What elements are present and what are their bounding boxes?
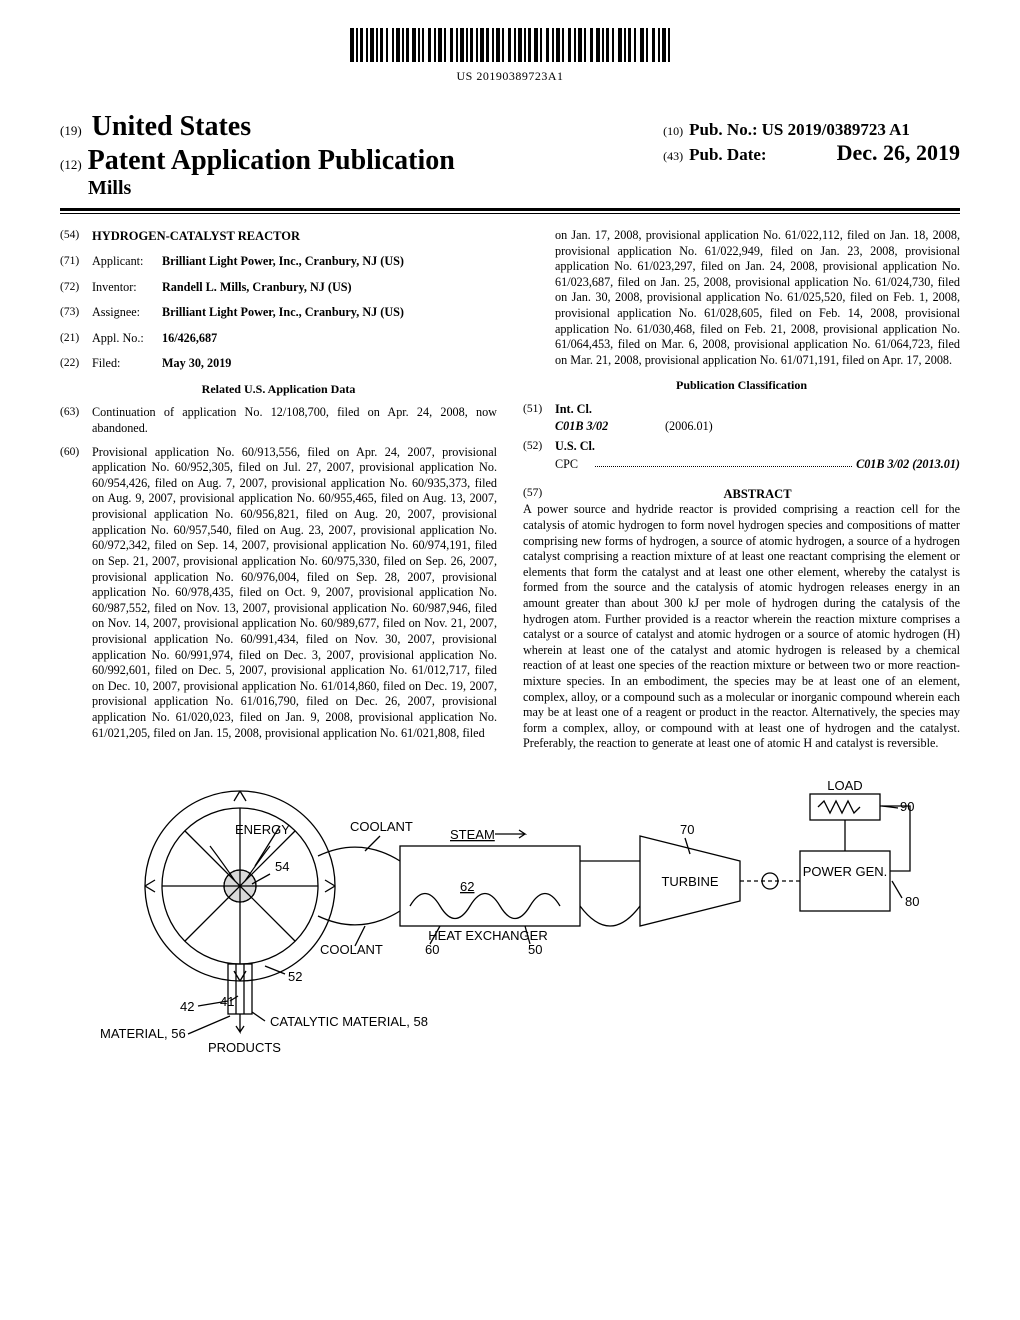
invention-title: HYDROGEN-CATALYST REACTOR [92,228,497,244]
svg-text:52: 52 [288,969,302,984]
svg-text:80: 80 [905,894,919,909]
svg-text:POWER GEN.: POWER GEN. [803,864,888,879]
title-code: (54) [60,228,92,244]
svg-text:ENERGY: ENERGY [235,822,290,837]
svg-text:CATALYTIC MATERIAL, 58: CATALYTIC MATERIAL, 58 [270,1014,428,1029]
abstract-text: A power source and hydride reactor is pr… [523,502,960,752]
inventor-row: (72) Inventor: Randell L. Mills, Cranbur… [60,280,497,296]
svg-text:62: 62 [460,879,474,894]
pub-date-label: Pub. Date: [689,145,766,165]
pub-no-label: Pub. No.: [689,120,757,140]
applicant-row: (71) Applicant: Brilliant Light Power, I… [60,254,497,270]
cpc-row: CPC C01B 3/02 (2013.01) [555,457,960,473]
svg-text:HEAT EXCHANGER: HEAT EXCHANGER [428,928,547,943]
classification-header: Publication Classification [523,378,960,393]
pub-date-code: (43) [663,149,683,164]
us-cl-row: (52) U.S. Cl. [523,439,960,455]
barcode-area: US 20190389723A1 [60,28,960,84]
rule-thick [60,208,960,211]
int-cl-row: (51) Int. Cl. [523,402,960,418]
pub-no-value: US 2019/0389723 A1 [762,120,910,140]
body-columns: (54) HYDROGEN-CATALYST REACTOR (71) Appl… [60,228,960,752]
svg-text:90: 90 [900,799,914,814]
svg-text:COOLANT: COOLANT [320,942,383,957]
abstract-header: ABSTRACT [555,486,960,502]
svg-text:60: 60 [425,942,439,957]
continuation-block: (63) Continuation of application No. 12/… [60,405,497,436]
pub-type-code: (12) [60,157,82,173]
int-cl-value: C01B 3/02 (2006.01) [555,419,960,435]
provisional-continuation: on Jan. 17, 2008, provisional applicatio… [523,228,960,368]
svg-text:TURBINE: TURBINE [661,874,718,889]
country-code: (19) [60,123,82,138]
svg-text:STEAM: STEAM [450,827,495,842]
pub-no-code: (10) [663,124,683,139]
svg-text:LOAD: LOAD [827,778,862,793]
svg-text:MATERIAL, 56: MATERIAL, 56 [100,1026,186,1041]
invention-title-row: (54) HYDROGEN-CATALYST REACTOR [60,228,497,244]
pub-date-value: Dec. 26, 2019 [837,140,960,166]
barcode-number: US 20190389723A1 [60,69,960,84]
left-column: (54) HYDROGEN-CATALYST REACTOR (71) Appl… [60,228,497,752]
barcode-graphic [350,28,670,67]
author-name: Mills [88,177,663,200]
svg-text:COOLANT: COOLANT [350,819,413,834]
assignee-row: (73) Assignee: Brilliant Light Power, In… [60,305,497,321]
related-data-header: Related U.S. Application Data [60,382,497,397]
filed-row: (22) Filed: May 30, 2019 [60,356,497,372]
svg-text:70: 70 [680,822,694,837]
country: United States [92,111,251,142]
header: (19) United States (12) Patent Applicati… [60,90,960,200]
patent-figure: HEAT EXCHANGER TURBINE POWER GEN. LOAD E… [60,776,960,1061]
appl-no-row: (21) Appl. No.: 16/426,687 [60,331,497,347]
pub-type-title: Patent Application Publication [88,145,455,177]
svg-text:50: 50 [528,942,542,957]
rule-thin [60,213,960,214]
svg-text:42: 42 [180,999,194,1014]
svg-text:54: 54 [275,859,289,874]
right-column: on Jan. 17, 2008, provisional applicatio… [523,228,960,752]
svg-text:PRODUCTS: PRODUCTS [208,1040,281,1055]
provisional-block: (60) Provisional application No. 60/913,… [60,445,497,742]
